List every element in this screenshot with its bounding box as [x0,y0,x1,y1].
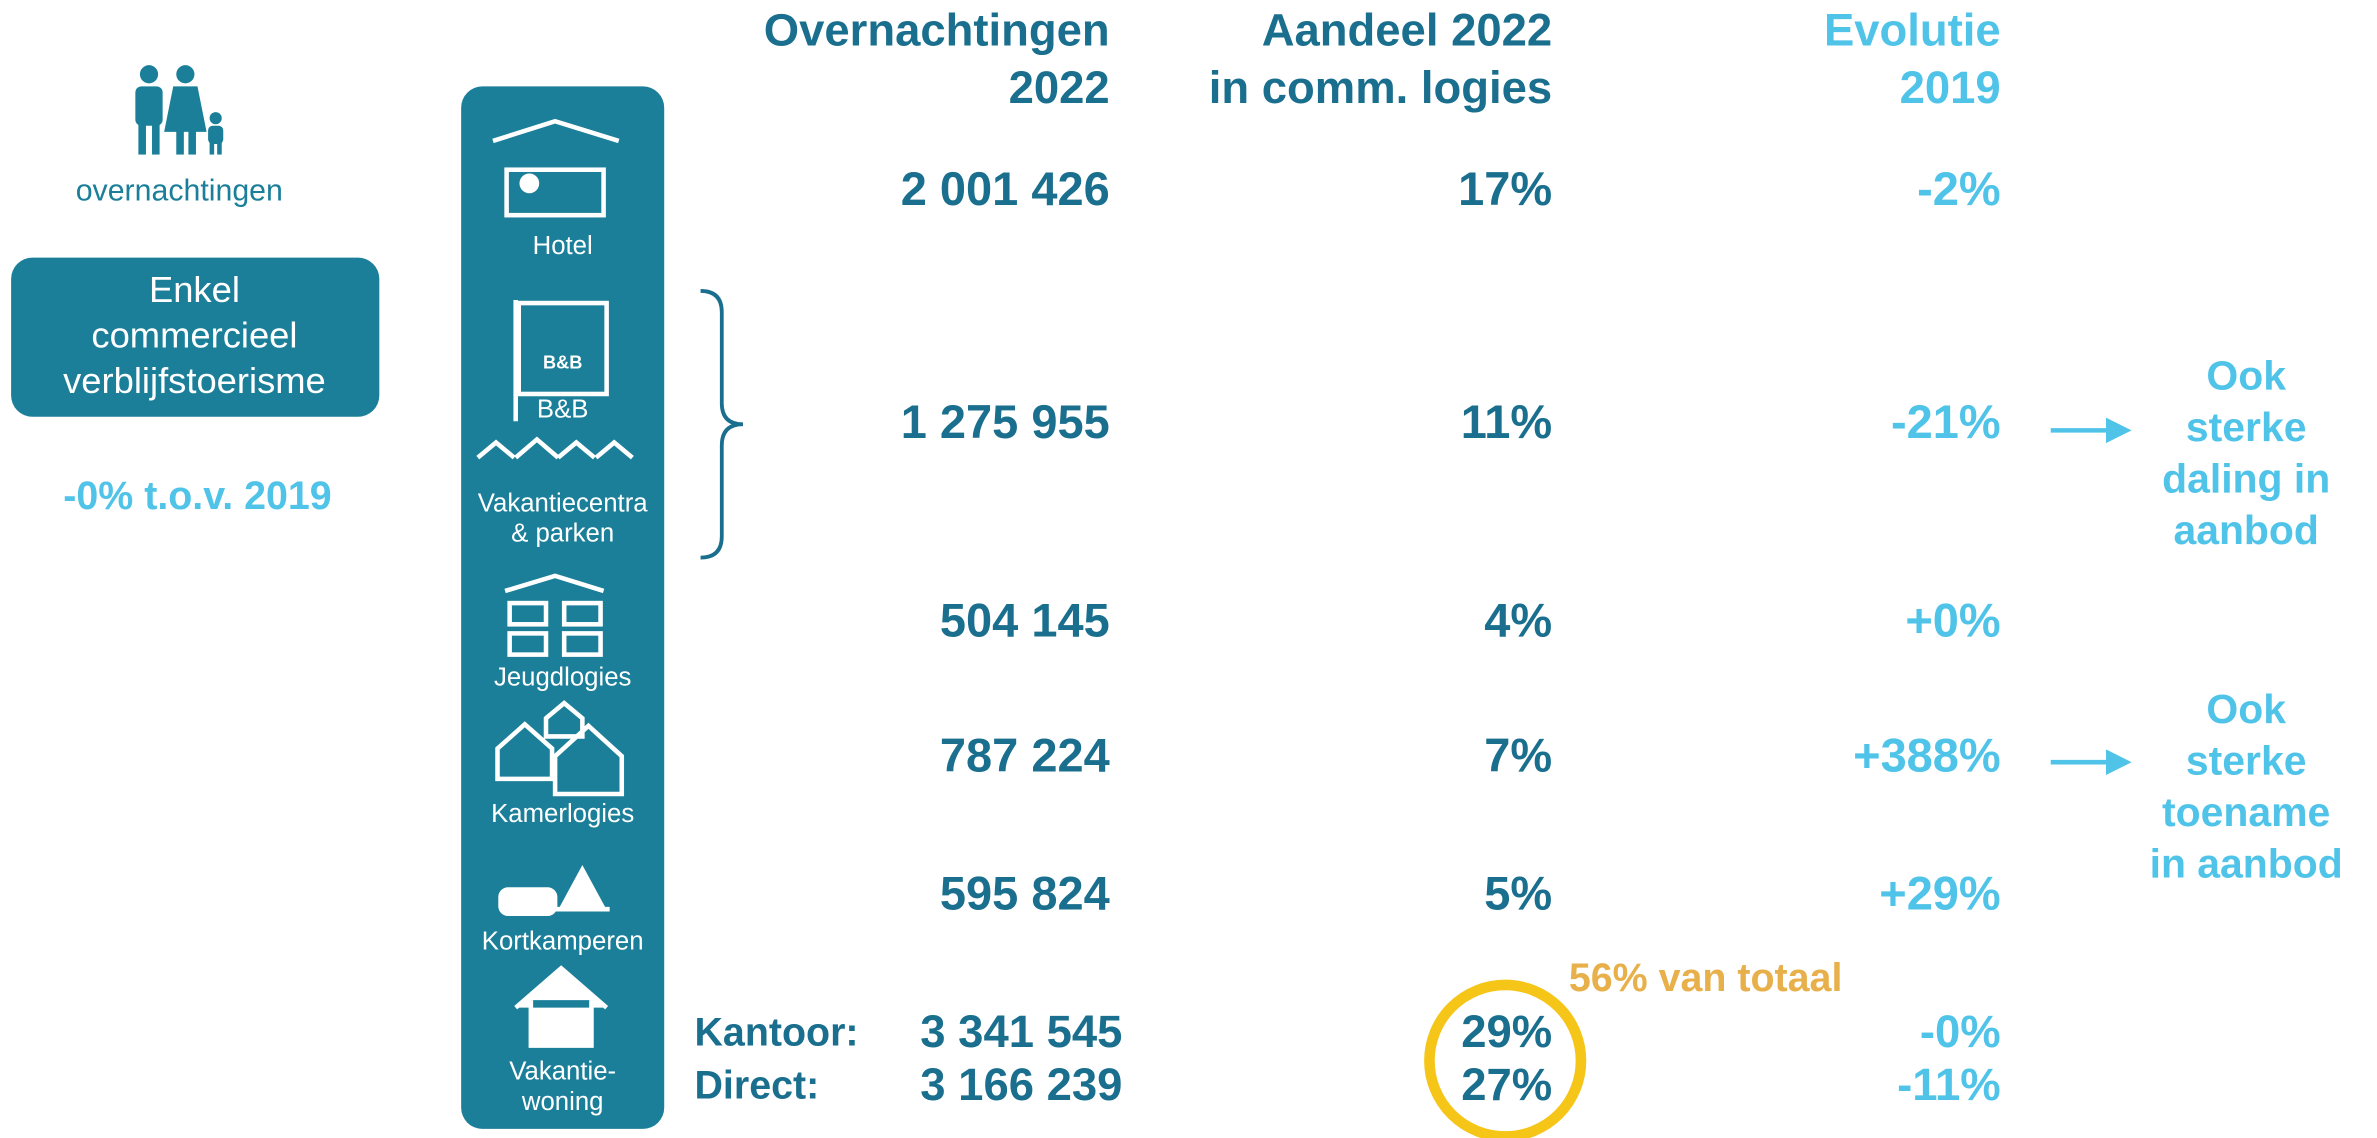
note: daling in [2162,456,2330,502]
channel-label: Direct: [695,1063,820,1107]
evolution: +29% [1879,866,2000,919]
nights: 3 166 239 [920,1059,1122,1110]
summary-change: -0% t.o.v. 2019 [63,474,331,518]
note: sterke [2186,404,2307,450]
category-label: woning [521,1088,604,1116]
evolution: +0% [1905,594,2000,647]
category-label: & parken [511,520,614,548]
evolution: -21% [1891,395,2001,448]
category-label: Kamerlogies [491,800,634,828]
category-label: Hotel [533,232,593,260]
nights: 595 824 [940,866,1110,919]
nights: 2 001 426 [901,162,1110,215]
summary-text: verblijfstoerisme [63,360,326,401]
share: 5% [1484,866,1552,919]
channel-label: Kantoor: [695,1010,859,1054]
evolution: -0% [1920,1006,2001,1057]
summary-text: Enkel [149,269,240,310]
note: toename [2162,789,2330,835]
note: in aanbod [2150,841,2343,887]
column-header: Overnachtingen [764,4,1110,55]
icon-text: B&B [543,352,582,372]
share: 7% [1484,729,1552,782]
evolution: +388% [1853,729,2001,782]
family-icon [135,65,224,155]
icon-text: Jeugd [533,583,578,600]
column-header: in comm. logies [1209,62,1552,113]
icon-label: overnachtingen [76,174,283,207]
note: sterke [2186,738,2307,784]
category-label: Vakantiecentra [478,489,649,517]
total-note: 56% van totaal [1569,956,1843,1000]
nights: 787 224 [940,729,1110,782]
column-header: 2019 [1900,62,2001,113]
note: aanbod [2173,507,2318,553]
nights: 1 275 955 [901,395,1110,448]
share: 27% [1461,1059,1552,1110]
evolution: -11% [1897,1059,2001,1110]
column-header: Evolutie [1824,4,2001,55]
icon-text: Hotel [534,135,576,154]
share: 17% [1458,162,1552,215]
category-label: Jeugdlogies [494,664,631,692]
category-label: B&B [537,395,589,423]
brace [700,289,744,560]
summary-box [11,257,380,417]
evolution: -2% [1917,162,2001,215]
column-header: Aandeel 2022 [1262,4,1552,55]
nights: 504 145 [940,594,1110,647]
share: 11% [1461,395,1552,448]
sidebar-icons [476,118,634,1048]
arrows [2050,417,2132,775]
column-header: 2022 [1009,62,1110,113]
share: 4% [1484,594,1552,647]
highlight-circle [1424,979,1587,1138]
share: 29% [1461,1006,1552,1057]
category-label: Vakantie- [509,1058,616,1086]
nights: 3 341 545 [920,1006,1122,1057]
note: Ook [2206,353,2286,399]
note: Ook [2206,686,2286,732]
category-label: Kortkamperen [482,927,644,955]
summary-text: commercieel [91,315,297,356]
